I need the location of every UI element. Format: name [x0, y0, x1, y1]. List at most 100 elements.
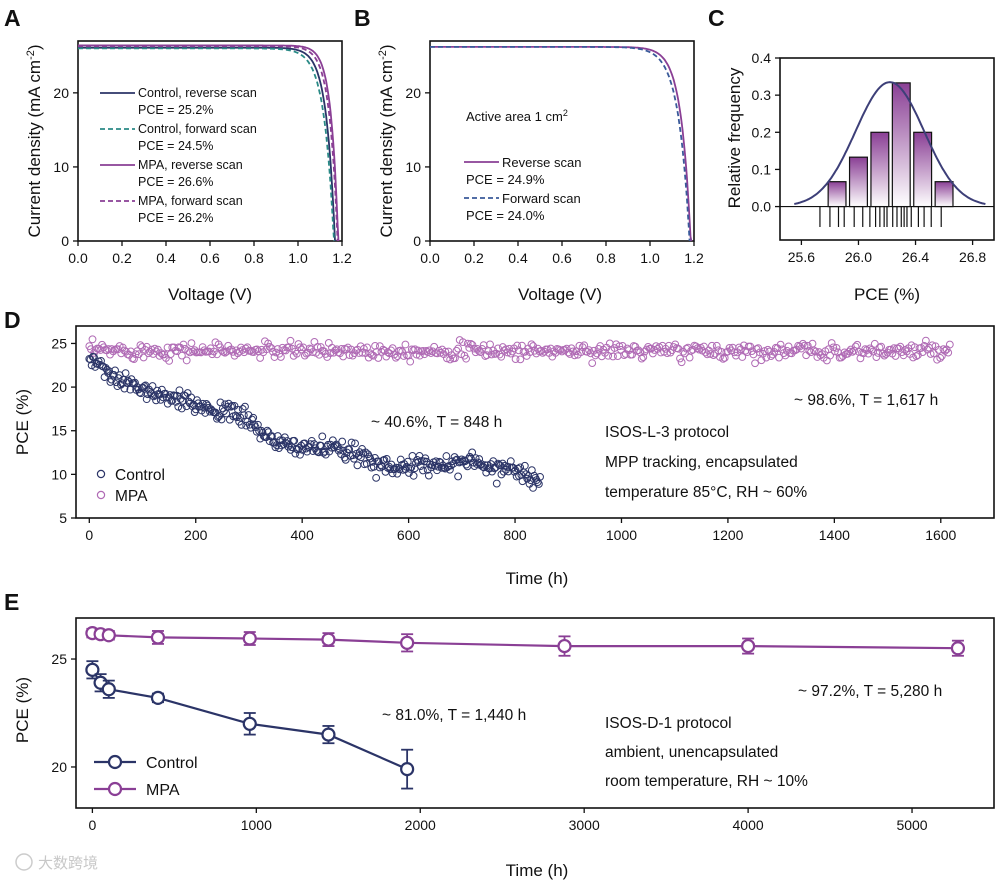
- panel-a: 0.0 0.2 0.4 0.6 0.8 1.0 1.2 0 10 20 Control, reve…: [25, 40, 352, 304]
- control-point: [467, 454, 475, 463]
- control-point: [524, 472, 533, 480]
- watermark-logo-icon: [15, 853, 33, 871]
- panel-a-x-tick-label: 1.2: [332, 250, 352, 266]
- mpa-point: [363, 343, 371, 352]
- panel-letter-c: C: [708, 5, 725, 31]
- mpa-point: [345, 351, 354, 359]
- legend-pce-control-forward: PCE = 24.5%: [138, 139, 213, 153]
- panel-c: 25.6 26.0 26.4 26.80.00.10.20.30.4 PCE (%) …: [725, 50, 995, 304]
- control-point: [408, 451, 417, 460]
- control-point: [112, 378, 121, 387]
- legend-pce-mpa-forward: PCE = 26.2%: [138, 211, 213, 225]
- control-point: [335, 445, 344, 454]
- gaussian-fit-curve: [794, 81, 986, 205]
- control-point: [142, 395, 151, 404]
- control-point: [338, 437, 347, 446]
- panel-b-y-tick-label: 0: [413, 233, 421, 249]
- control-point: [520, 461, 529, 470]
- control-point: [253, 420, 262, 429]
- mpa-point: [618, 341, 627, 350]
- mpa-point: [677, 358, 686, 367]
- panel-b-legend: Reverse scan PCE = 24.9% Forward scan PC…: [464, 155, 581, 223]
- control-point: [353, 461, 362, 470]
- panel-c-x-tick-label: 26.8: [959, 249, 986, 265]
- panel-a-x-tick-label: 0.4: [156, 250, 176, 266]
- control-point: [310, 440, 318, 448]
- panel-a-curve-3: [78, 45, 339, 242]
- control-marker: [400, 762, 415, 777]
- mpa-point: [88, 335, 97, 344]
- control-point: [202, 400, 211, 408]
- control-point: [347, 438, 356, 447]
- panel-b-active-area-sup: 2: [563, 108, 568, 118]
- mpa-point: [680, 349, 689, 358]
- legend-label-mpa-e: MPA: [146, 782, 180, 799]
- mpa-point: [708, 341, 716, 350]
- legend-pce-mpa-reverse: PCE = 26.6%: [138, 175, 213, 189]
- control-point: [442, 452, 451, 460]
- mpa-point: [296, 343, 304, 352]
- histogram-bar: [870, 131, 890, 208]
- panel-e-y-tick-label: 25: [51, 651, 67, 667]
- control-point: [168, 396, 177, 405]
- mpa-point: [751, 359, 759, 368]
- mpa-point: [423, 348, 432, 357]
- control-point: [319, 449, 328, 457]
- panel-d-ticks: 0 200 400 600 800 1000 1200 1400 1600 5 10 15 20 25: [51, 335, 956, 543]
- mpa-point: [462, 354, 470, 363]
- mpa-point: [827, 339, 836, 347]
- control-point: [170, 391, 179, 400]
- control-point: [303, 447, 311, 456]
- control-marker: [242, 716, 257, 731]
- control-marker: [101, 682, 116, 697]
- mpa-point: [139, 353, 148, 362]
- panel-b-x-axis-label: Voltage (V): [518, 285, 602, 304]
- control-point: [388, 469, 397, 478]
- panel-b-curves: [430, 46, 693, 242]
- panel-d-protocol-line-3: temperature 85°C, RH ~ 60%: [605, 484, 807, 501]
- mpa-point: [358, 348, 367, 357]
- control-point: [153, 386, 162, 395]
- legend-marker-control: [96, 469, 106, 479]
- panel-e-protocol-line-1: ISOS-D-1 protocol: [605, 715, 732, 732]
- histogram-bar: [891, 82, 911, 208]
- mpa-point: [446, 355, 455, 364]
- mpa-point: [286, 336, 295, 345]
- panel-e-ticks: 0 1000 2000 3000 4000 5000 20 25: [51, 651, 927, 833]
- control-point: [198, 399, 207, 408]
- mpa-point: [452, 346, 461, 355]
- panel-d-legend: Control MPA: [96, 467, 165, 505]
- panel-e-x-tick-label: 2000: [405, 817, 436, 833]
- mpa-marker: [150, 630, 166, 645]
- mpa-point: [297, 345, 306, 354]
- panel-a-ticks: 0.0 0.2 0.4 0.6 0.8 1.0 1.2 0 10 20: [53, 85, 352, 266]
- control-point: [503, 463, 512, 471]
- panel-d-x-tick-label: 600: [397, 527, 421, 543]
- legend-label-control-forward: Control, forward scan: [138, 122, 257, 136]
- mpa-point: [187, 339, 196, 348]
- mpa-point: [326, 349, 335, 357]
- mpa-point: [877, 342, 886, 351]
- control-marker: [150, 690, 166, 705]
- panel-a-curve-1: [78, 47, 335, 242]
- control-point: [87, 361, 96, 370]
- control-point: [372, 473, 381, 482]
- mpa-point: [482, 351, 491, 360]
- panel-e: 0 1000 2000 3000 4000 5000 20 25 ~ 81.0%, T = 1…: [13, 617, 995, 880]
- control-point: [234, 405, 242, 414]
- legend-pce-reverse-scan: PCE = 24.9%: [466, 172, 545, 187]
- legend-label-reverse-scan: Reverse scan: [502, 155, 581, 170]
- mpa-point: [810, 346, 819, 355]
- mpa-point: [944, 348, 953, 357]
- panel-d-protocol-line-1: ISOS-L-3 protocol: [605, 424, 729, 441]
- panel-d-x-tick-label: 0: [85, 527, 93, 543]
- control-point: [232, 413, 241, 422]
- panel-a-y-label-sup: -2: [25, 50, 37, 60]
- control-point: [368, 457, 377, 466]
- mpa-point: [470, 344, 478, 353]
- panel-c-y-tick-label: 0.0: [752, 199, 772, 215]
- mpa-point: [928, 341, 937, 350]
- control-point: [263, 426, 272, 435]
- panel-a-x-axis-label: Voltage (V): [168, 285, 252, 304]
- control-point: [296, 450, 304, 459]
